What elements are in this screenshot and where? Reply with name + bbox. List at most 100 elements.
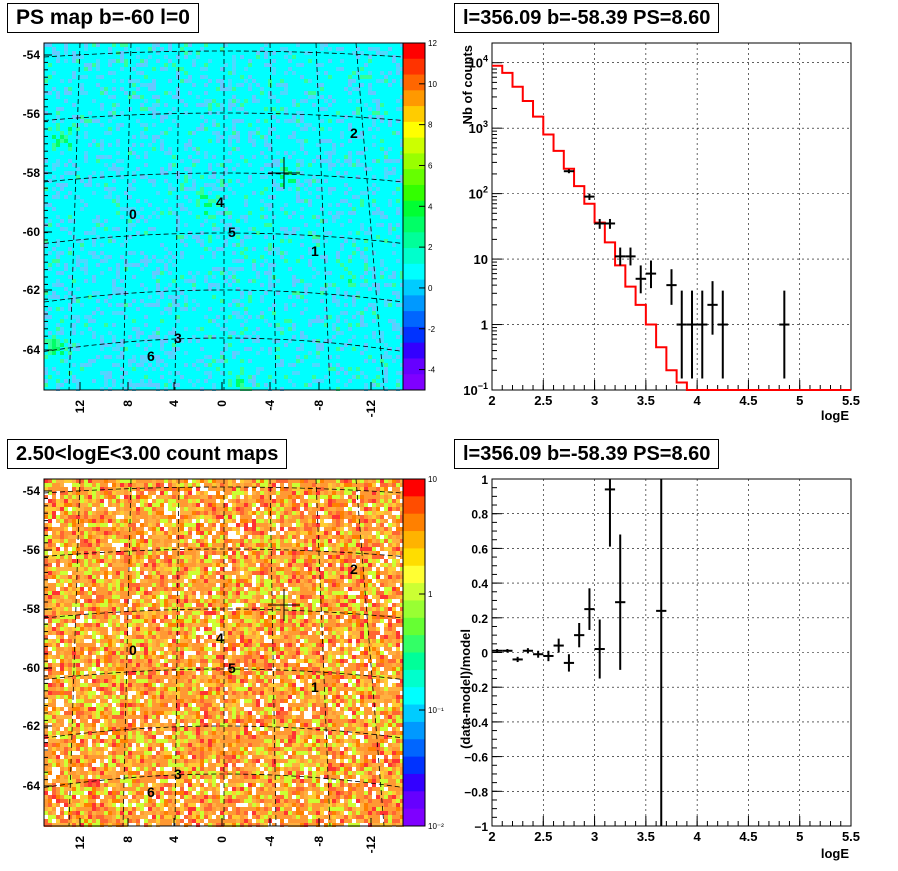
ps-map-pixel (224, 167, 228, 171)
ps-map-pixel (216, 203, 220, 207)
ps-map-pixel (392, 319, 396, 323)
count-map-pixel (300, 551, 304, 555)
ps-map-pixel (156, 259, 160, 263)
ps-map-scale-band (403, 43, 425, 60)
ps-map-pixel (336, 379, 340, 383)
count-map-pixel (208, 639, 212, 643)
count-map-pixel (68, 523, 72, 527)
count-map-pixel (320, 611, 324, 615)
ps-map-pixel (304, 223, 308, 227)
count-map-pixel (116, 543, 120, 547)
ps-map-pixel (200, 327, 204, 331)
count-map-pixel (392, 499, 396, 503)
ps-map-pixel (344, 267, 348, 271)
ps-map-pixel (280, 175, 284, 179)
ps-map-pixel (56, 323, 60, 327)
count-map-pixel (192, 619, 196, 623)
ps-map-pixel (352, 315, 356, 319)
count-map-pixel (228, 551, 232, 555)
count-map-pixel (384, 539, 388, 543)
ps-map-pixel (308, 59, 312, 63)
ps-map-pixel (264, 135, 268, 139)
ps-map-pixel (84, 131, 88, 135)
ps-map-pixel (48, 331, 52, 335)
count-map-pixel (212, 591, 216, 595)
count-map-pixel (400, 539, 404, 543)
ps-map-pixel (252, 267, 256, 271)
count-map-pixel (392, 567, 396, 571)
ps-map-pixel (272, 163, 276, 167)
count-map-pixel (300, 515, 304, 519)
count-map-pixel (360, 639, 364, 643)
count-map-pixel (340, 531, 344, 535)
ps-map-pixel (336, 371, 340, 375)
count-map-pixel (216, 639, 220, 643)
count-map-pixel (68, 639, 72, 643)
count-map-pixel (396, 587, 400, 591)
count-map-pixel (60, 535, 64, 539)
count-map-pixel (328, 487, 332, 491)
count-map-pixel (204, 491, 208, 495)
count-map-pixel (100, 599, 104, 603)
ps-map-pixel (296, 227, 300, 231)
ps-map-pixel (372, 275, 376, 279)
count-map-pixel (168, 599, 172, 603)
count-map-pixel (304, 583, 308, 587)
ps-map-pixel (64, 87, 68, 91)
count-map-pixel (132, 607, 136, 611)
count-map-pixel (184, 543, 188, 547)
ps-map-pixel (328, 167, 332, 171)
ps-map-pixel (360, 67, 364, 71)
ps-map-pixel (328, 139, 332, 143)
count-map-pixel (244, 639, 248, 643)
count-map-pixel (68, 599, 72, 603)
count-map-pixel (220, 595, 224, 599)
count-map-pixel (384, 543, 388, 547)
ps-map-pixel (364, 375, 368, 379)
ps-map-pixel (200, 255, 204, 259)
ps-map-pixel (80, 179, 84, 183)
ps-map-pixel (384, 155, 388, 159)
ps-map-pixel (132, 327, 136, 331)
ps-map-pixel (136, 327, 140, 331)
count-map-pixel (136, 551, 140, 555)
count-map-pixel (132, 643, 136, 647)
ps-map-pixel (56, 143, 60, 147)
ps-map-x-tick-label: 0 (215, 400, 229, 407)
count-map-pixel (100, 607, 104, 611)
count-map-pixel (48, 639, 52, 643)
count-map-pixel (228, 567, 232, 571)
count-map-pixel (288, 643, 292, 647)
count-map-pixel (112, 499, 116, 503)
ps-map-pixel (236, 351, 240, 355)
count-map-pixel (268, 543, 272, 547)
ps-map-pixel (200, 231, 204, 235)
count-map-pixel (348, 559, 352, 563)
count-map-pixel (356, 495, 360, 499)
ps-map-pixel (372, 203, 376, 207)
count-map-pixel (208, 535, 212, 539)
count-map-pixel (100, 515, 104, 519)
ps-map-pixel (356, 323, 360, 327)
ps-map-pixel (64, 47, 68, 51)
ps-map-pixel (72, 323, 76, 327)
ps-map-pixel (72, 59, 76, 63)
count-map-pixel (104, 543, 108, 547)
ps-map-pixel (144, 151, 148, 155)
count-map-pixel (100, 495, 104, 499)
ps-map-pixel (180, 47, 184, 51)
ps-map-pixel (200, 191, 204, 195)
count-map-pixel (392, 611, 396, 615)
ps-map-pixel (112, 227, 116, 231)
ps-map-pixel (172, 295, 176, 299)
count-map-pixel (236, 531, 240, 535)
ps-map-pixel (160, 311, 164, 315)
count-map-pixel (72, 627, 76, 631)
ps-map-pixel (260, 315, 264, 319)
count-map-pixel (276, 607, 280, 611)
ps-map-pixel (132, 387, 136, 391)
ps-map-pixel (396, 295, 400, 299)
count-map-pixel (56, 611, 60, 615)
count-map-pixel (288, 523, 292, 527)
count-map-pixel (316, 483, 320, 487)
